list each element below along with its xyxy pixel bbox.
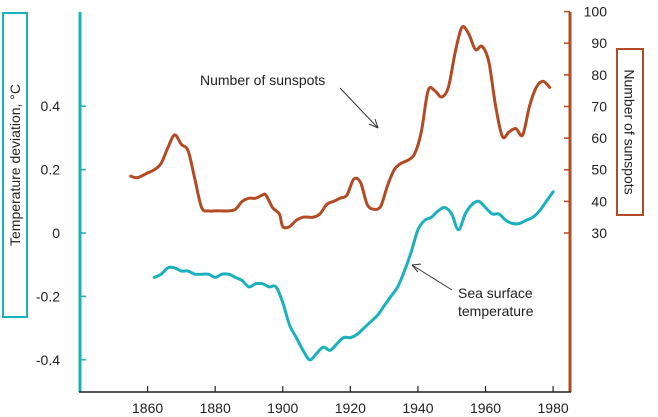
sea-temperature-annotation-line: Sea surface bbox=[458, 285, 533, 301]
sunspots-annotation-pointer bbox=[339, 87, 379, 129]
left-axis-label-text: Temperature deviation, °C bbox=[7, 83, 24, 247]
x-tick-label: 1960 bbox=[470, 400, 501, 416]
sunspots-annotation-arrowhead bbox=[368, 118, 379, 129]
axes-group: 1860 1880 1900 1920 1940 1960 1980 0.4 0.2 0 -0.2 -… bbox=[36, 4, 607, 416]
annotation-group: Number of sunspots Sea surface temperature bbox=[200, 72, 534, 319]
x-tick-label: 1860 bbox=[132, 400, 163, 416]
sea-temperature-annotation-arrowhead bbox=[411, 263, 422, 273]
sunspots-line bbox=[129, 25, 552, 230]
sea-temperature-annotation-pointer bbox=[411, 264, 453, 291]
x-tick-label: 1880 bbox=[200, 400, 231, 416]
right-tick-label: 60 bbox=[591, 130, 607, 146]
x-tick-label: 1900 bbox=[267, 400, 298, 416]
right-tick-label: 90 bbox=[591, 35, 607, 51]
right-tick-label: 30 bbox=[591, 225, 607, 241]
right-tick-label: 80 bbox=[591, 67, 607, 83]
left-tick-label: -0.4 bbox=[36, 352, 60, 368]
x-tick-label: 1980 bbox=[538, 400, 569, 416]
right-tick-label: 100 bbox=[584, 4, 608, 20]
x-tick-label: 1920 bbox=[335, 400, 366, 416]
x-tick-label: 1940 bbox=[402, 400, 433, 416]
right-tick-label: 50 bbox=[591, 162, 607, 178]
sea-temperature-annotation-line: temperature bbox=[458, 303, 534, 319]
right-tick-label: 40 bbox=[591, 193, 607, 209]
left-axis-label: Temperature deviation, °C bbox=[2, 12, 28, 318]
right-axis-label-text: Number of sunspots bbox=[622, 69, 639, 195]
sea-temperature-line bbox=[152, 190, 555, 362]
series-group bbox=[129, 25, 555, 362]
left-tick-label: -0.2 bbox=[36, 288, 60, 304]
left-tick-label: 0.2 bbox=[41, 162, 61, 178]
sunspots-annotation: Number of sunspots bbox=[200, 72, 325, 88]
left-tick-label: 0 bbox=[52, 225, 60, 241]
right-tick-label: 70 bbox=[591, 98, 607, 114]
left-tick-label: 0.4 bbox=[41, 98, 61, 114]
right-axis-label: Number of sunspots bbox=[616, 48, 644, 216]
